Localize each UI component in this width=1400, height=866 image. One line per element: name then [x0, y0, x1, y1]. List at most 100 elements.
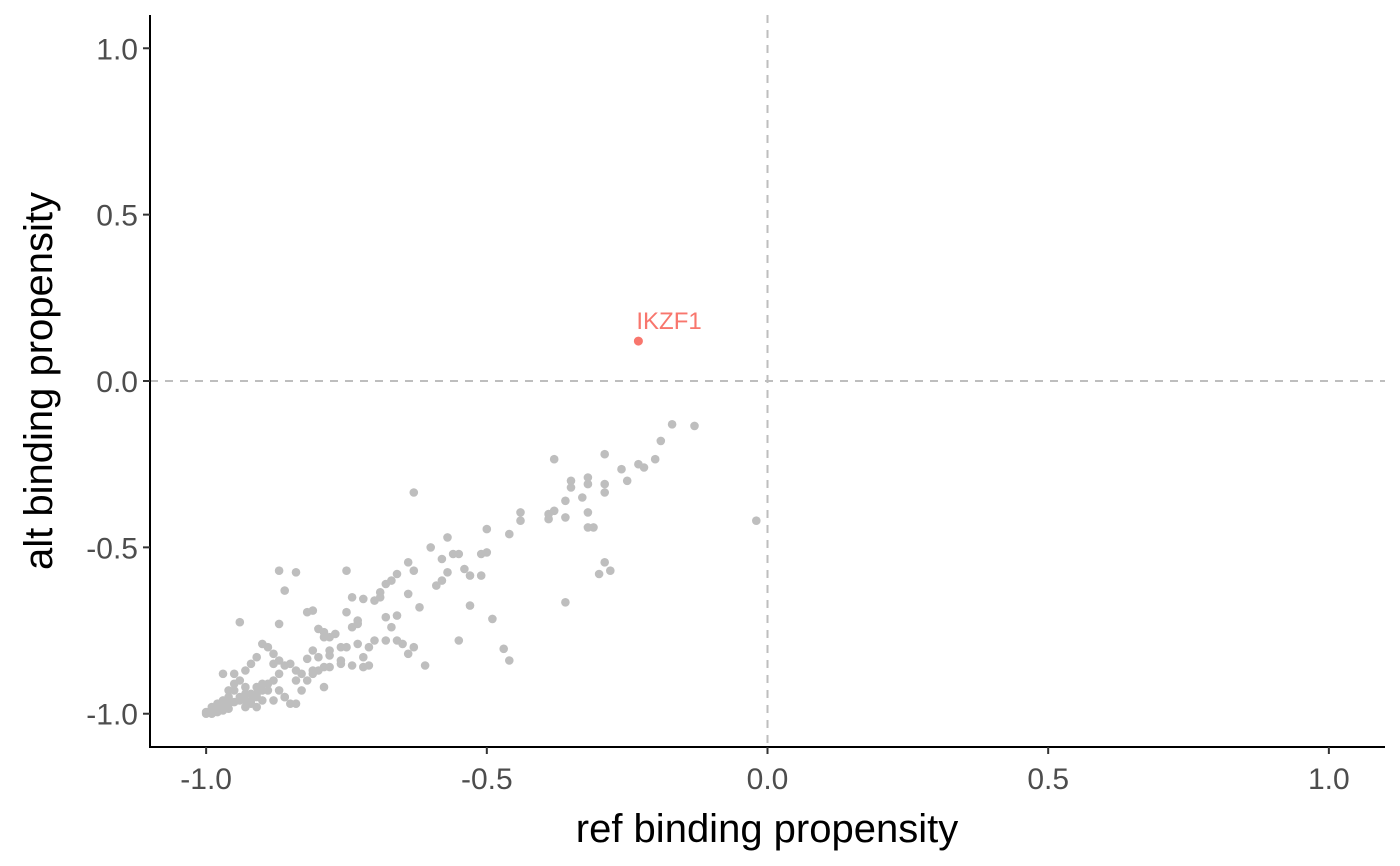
data-point: [465, 571, 475, 580]
data-point: [752, 516, 761, 525]
data-point: [578, 493, 587, 502]
data-point: [325, 646, 334, 655]
data-point: [302, 676, 312, 685]
data-point: [359, 662, 368, 672]
data-point: [583, 508, 593, 517]
x-tick-label: 0.0: [747, 763, 789, 796]
data-point: [263, 686, 273, 695]
data-point: [319, 682, 329, 692]
data-point: [280, 661, 290, 670]
data-point: [566, 476, 576, 486]
data-point: [302, 607, 312, 617]
data-point: [403, 589, 413, 599]
data-point: [342, 607, 351, 617]
data-point: [415, 603, 424, 612]
data-point: [437, 554, 447, 564]
data-point: [347, 622, 357, 632]
data-point: [606, 566, 615, 575]
data-point: [364, 642, 374, 652]
x-axis-title: ref binding propensity: [576, 807, 958, 851]
data-point: [566, 483, 576, 492]
data-point: [409, 566, 419, 575]
tick-labels: -1.0 -0.5 0.0 0.5 1.0 -1.0 -0.5 0.0 0.5 1.0: [86, 33, 1349, 796]
data-point: [241, 702, 250, 712]
data-point: [370, 596, 379, 605]
data-point: [403, 649, 413, 659]
y-tick-label: -0.5: [86, 532, 138, 565]
data-point: [381, 612, 391, 622]
data-point: [229, 686, 239, 695]
data-point: [398, 639, 407, 649]
highlighted-points: IKZF1: [633, 308, 702, 346]
data-point: [600, 558, 609, 567]
data-point: [437, 576, 447, 585]
x-tick-label: -1.0: [180, 763, 232, 796]
data-point: [291, 666, 301, 675]
data-point: [600, 449, 609, 459]
data-point: [505, 529, 514, 539]
data-point: [280, 586, 290, 595]
data-point: [600, 488, 609, 497]
data-point: [280, 692, 290, 702]
data-point: [476, 571, 486, 580]
data-point: [420, 661, 430, 670]
data-point: [347, 593, 357, 602]
data-point: [561, 513, 570, 522]
data-point: [549, 454, 559, 464]
data-point: [246, 659, 256, 669]
data-point: [589, 523, 598, 532]
data-point: [359, 594, 368, 604]
data-point: [583, 479, 593, 489]
data-point: [482, 524, 492, 534]
data-point: [600, 479, 609, 489]
data-point: [561, 598, 570, 607]
data-point: [252, 702, 261, 712]
data-point: [258, 639, 267, 649]
data-point: [392, 611, 402, 620]
data-point: [622, 476, 632, 486]
data-point: [229, 697, 239, 707]
data-point: [241, 682, 250, 692]
data-point: [634, 459, 643, 469]
data-point: [297, 686, 306, 695]
data-point: [583, 473, 593, 482]
data-point: [432, 581, 441, 590]
data-point: [387, 622, 396, 632]
x-tick-label: -0.5: [461, 763, 513, 796]
data-points: [201, 420, 761, 718]
data-point: [409, 642, 419, 652]
data-point: [252, 689, 261, 699]
data-point: [443, 533, 452, 542]
data-point: [617, 464, 626, 474]
data-point: [381, 636, 391, 645]
data-point: [224, 704, 233, 713]
data-point: [274, 566, 284, 575]
data-point: [274, 619, 284, 629]
data-point: [370, 636, 379, 645]
data-point: [392, 569, 402, 579]
y-tick-label: -1.0: [86, 699, 138, 732]
data-point: [690, 421, 699, 431]
data-point: [403, 558, 413, 567]
data-point: [381, 579, 391, 589]
data-point: [252, 652, 261, 662]
data-point: [291, 676, 301, 685]
data-point: [342, 566, 351, 575]
data-point: [274, 686, 284, 695]
data-point: [505, 656, 514, 665]
data-point: [308, 646, 318, 655]
data-point: [516, 516, 525, 525]
data-point: [488, 614, 497, 624]
data-point: [314, 652, 323, 662]
x-tick-label: 0.5: [1027, 763, 1069, 796]
data-point: [448, 549, 458, 559]
data-point: [218, 669, 228, 679]
data-point: [319, 632, 329, 642]
axes: [143, 15, 1385, 754]
data-point: [443, 568, 452, 577]
data-point: [426, 543, 436, 552]
data-point: [460, 564, 469, 574]
reference-lines: [150, 15, 1385, 747]
data-point: [499, 644, 509, 654]
y-tick-label: 1.0: [96, 33, 138, 66]
